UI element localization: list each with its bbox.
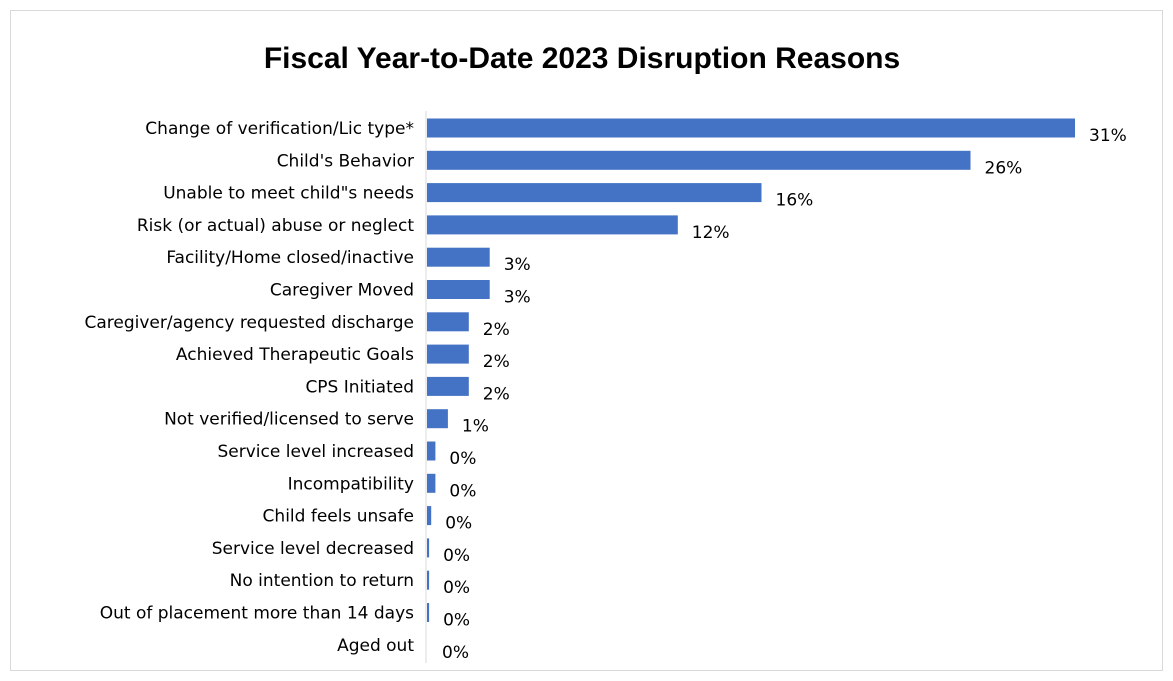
bars-group: [427, 118, 1075, 622]
value-label: 0%: [449, 481, 476, 501]
category-label: Unable to meet child"s needs: [163, 184, 414, 204]
category-label: Caregiver/agency requested discharge: [85, 313, 415, 333]
category-label: Achieved Therapeutic Goals: [176, 345, 414, 365]
bar: [427, 441, 436, 461]
chart-title: Fiscal Year-to-Date 2023 Disruption Reas…: [264, 42, 900, 75]
category-label: Aged out: [337, 636, 414, 656]
bar: [427, 376, 469, 396]
bar: [427, 150, 971, 170]
bar: [427, 506, 432, 526]
value-label: 1%: [462, 417, 489, 437]
value-label: 2%: [483, 384, 510, 404]
value-labels-group: 31% 26% 16% 12% 3% 3% 2% 2% 2% 1% 0% 0% 0% 0% 0% 0% 0%: [442, 126, 1127, 663]
category-label: Incompatibility: [288, 474, 414, 494]
value-label: 0%: [443, 578, 470, 598]
bar: [427, 280, 490, 299]
value-label: 0%: [442, 643, 469, 663]
bar: [427, 409, 448, 429]
bar: [427, 247, 490, 267]
bar: [427, 344, 469, 364]
bar: [427, 603, 430, 622]
category-label: Facility/Home closed/inactive: [166, 248, 414, 268]
category-label: No intention to return: [230, 571, 414, 591]
bar: [427, 570, 430, 590]
category-label: Child feels unsafe: [263, 507, 414, 527]
value-label: 2%: [483, 352, 510, 372]
value-label: 16%: [776, 191, 814, 211]
category-label: Child's Behavior: [277, 151, 414, 171]
category-labels-group: Change of verification/Lic type* Child's …: [85, 119, 415, 656]
category-label: Not verified/licensed to serve: [164, 410, 414, 430]
bar-chart: Fiscal Year-to-Date 2023 Disruption Reas…: [85, 42, 1127, 663]
category-label: Change of verification/Lic type*: [145, 119, 414, 139]
value-label: 12%: [692, 223, 730, 243]
bar: [427, 312, 469, 332]
category-label: Risk (or actual) abuse or neglect: [137, 216, 414, 236]
bar: [427, 473, 436, 493]
category-label: Caregiver Moved: [270, 281, 414, 301]
value-label: 0%: [443, 546, 470, 566]
value-label: 31%: [1089, 126, 1127, 146]
bar: [427, 183, 762, 203]
bar: [427, 215, 678, 235]
value-label: 3%: [504, 255, 531, 275]
category-label: CPS Initiated: [305, 377, 414, 397]
value-label: 0%: [449, 449, 476, 469]
chart-frame: Fiscal Year-to-Date 2023 Disruption Reas…: [10, 10, 1163, 671]
bar: [427, 118, 1075, 138]
value-label: 26%: [985, 158, 1023, 178]
category-label: Service level increased: [217, 442, 414, 462]
value-label: 0%: [445, 514, 472, 534]
value-label: 3%: [504, 288, 531, 308]
value-label: 0%: [443, 611, 470, 631]
category-label: Service level decreased: [212, 539, 414, 559]
value-label: 2%: [483, 320, 510, 340]
category-label: Out of placement more than 14 days: [100, 604, 414, 624]
bar: [427, 538, 430, 558]
